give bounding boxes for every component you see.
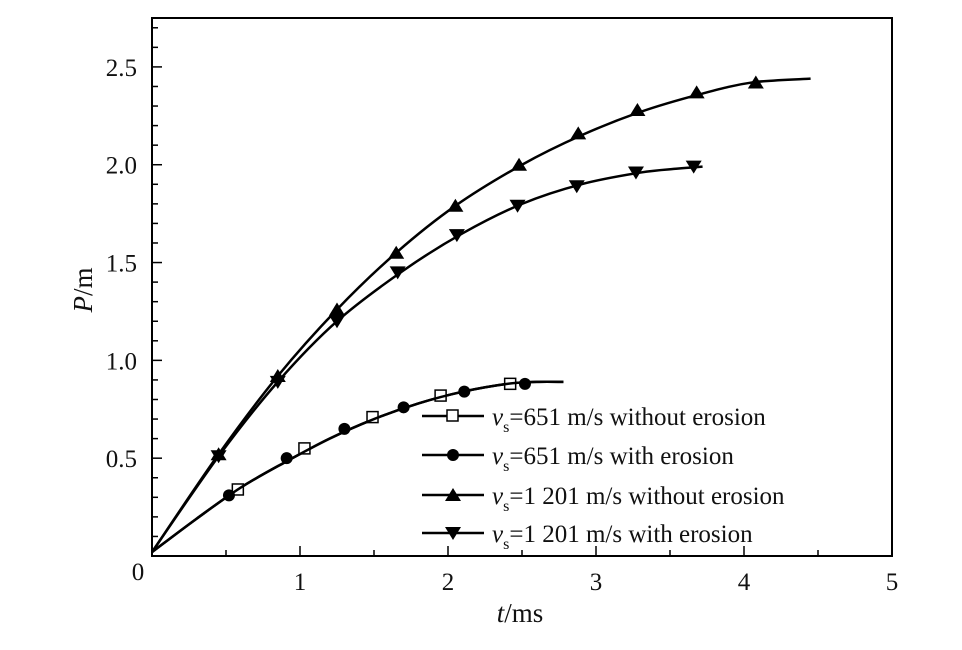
x-tick-label: 3 bbox=[590, 569, 603, 596]
legend-label-651-with-erosion: vs=651 m/s with erosion bbox=[492, 443, 734, 475]
data-point-triangle-down bbox=[509, 199, 526, 213]
x-axis-label: t/ms bbox=[497, 598, 544, 628]
legend-var: v bbox=[492, 443, 504, 470]
x-axis-variable: t bbox=[497, 598, 506, 628]
legend-marker-filled-circle bbox=[447, 449, 459, 461]
data-point-circle bbox=[338, 422, 351, 435]
legend-var: v bbox=[492, 404, 504, 431]
x-axis-unit: /ms bbox=[504, 598, 543, 628]
legend-sub: s bbox=[503, 419, 509, 436]
data-point-triangle-down bbox=[210, 450, 227, 464]
legend-label-1201-without-erosion: vs=1 201 m/s without erosion bbox=[492, 483, 785, 515]
series-1 bbox=[151, 377, 564, 554]
data-point-triangle-up bbox=[511, 157, 528, 171]
series-layer bbox=[150, 75, 811, 554]
data-point-triangle-down bbox=[568, 180, 585, 194]
legend-label-651-without-erosion: vs=651 m/s without erosion bbox=[492, 404, 766, 436]
data-point-triangle-down bbox=[627, 166, 644, 180]
x-tick-label: 2 bbox=[442, 569, 455, 596]
tick-labels: 1 2 3 4 5 0.5 1.0 1.5 2.0 2.5 bbox=[106, 55, 899, 596]
y-tick-label: 2.5 bbox=[106, 55, 137, 82]
legend-rest: =651 m/s without erosion bbox=[509, 404, 766, 431]
origin-label: 0 bbox=[132, 559, 145, 586]
data-point-triangle-up bbox=[688, 85, 705, 99]
legend-rest: =1 201 m/s without erosion bbox=[509, 483, 785, 510]
x-tick-label: 5 bbox=[886, 569, 899, 596]
legend-marker-triangle-down bbox=[445, 527, 461, 540]
y-tick-label: 1.0 bbox=[106, 348, 137, 375]
data-point-triangle-up bbox=[388, 245, 405, 259]
legend-entry-651-without-erosion: vs=651 m/s without erosion bbox=[422, 404, 766, 436]
legend-sub: s bbox=[503, 536, 509, 553]
data-point-circle bbox=[222, 489, 235, 502]
y-tick-label: 2.0 bbox=[106, 153, 137, 180]
legend-entry-651-with-erosion: vs=651 m/s with erosion bbox=[422, 443, 734, 475]
data-point-triangle-down bbox=[389, 266, 406, 280]
data-point-triangle-up bbox=[447, 198, 464, 212]
data-point-triangle-up bbox=[747, 75, 764, 89]
data-point-triangle-down bbox=[329, 315, 345, 329]
legend-rest: =1 201 m/s with erosion bbox=[509, 521, 753, 548]
y-axis-unit: /m bbox=[68, 267, 98, 296]
legend-marker-open-square bbox=[446, 409, 459, 422]
series-3 bbox=[150, 160, 703, 553]
series-line bbox=[150, 165, 703, 553]
data-point-triangle-down bbox=[685, 160, 702, 174]
legend-entry-1201-with-erosion: vs=1 201 m/s with erosion bbox=[422, 521, 753, 553]
y-tick-label: 0.5 bbox=[106, 446, 137, 473]
legend-sub: s bbox=[503, 458, 509, 475]
legend-entry-1201-without-erosion: vs=1 201 m/s without erosion bbox=[422, 483, 785, 515]
legend-var: v bbox=[492, 521, 504, 548]
data-point-triangle-up bbox=[629, 102, 646, 116]
data-point-circle bbox=[397, 401, 410, 414]
data-point-circle bbox=[280, 452, 293, 465]
data-point-triangle-down bbox=[269, 375, 286, 389]
x-tick-label: 1 bbox=[294, 569, 307, 596]
legend: vs=651 m/s without erosion vs=651 m/s wi… bbox=[422, 404, 785, 553]
x-tick-label: 4 bbox=[738, 569, 751, 596]
legend-marker-triangle-up bbox=[445, 488, 461, 501]
y-axis-label: P/m bbox=[68, 267, 98, 313]
y-axis-variable: P bbox=[68, 296, 98, 314]
legend-rest: =651 m/s with erosion bbox=[509, 443, 734, 470]
legend-label-1201-with-erosion: vs=1 201 m/s with erosion bbox=[492, 521, 753, 553]
legend-sub: s bbox=[503, 498, 509, 515]
data-point-triangle-up bbox=[329, 302, 345, 316]
data-point-circle bbox=[458, 385, 471, 398]
y-tick-label: 1.5 bbox=[106, 251, 137, 278]
data-point-triangle-up bbox=[570, 126, 587, 140]
legend-var: v bbox=[492, 483, 504, 510]
data-point-triangle-down bbox=[448, 229, 465, 243]
data-point-circle bbox=[518, 377, 531, 390]
tick-marks bbox=[152, 27, 819, 556]
